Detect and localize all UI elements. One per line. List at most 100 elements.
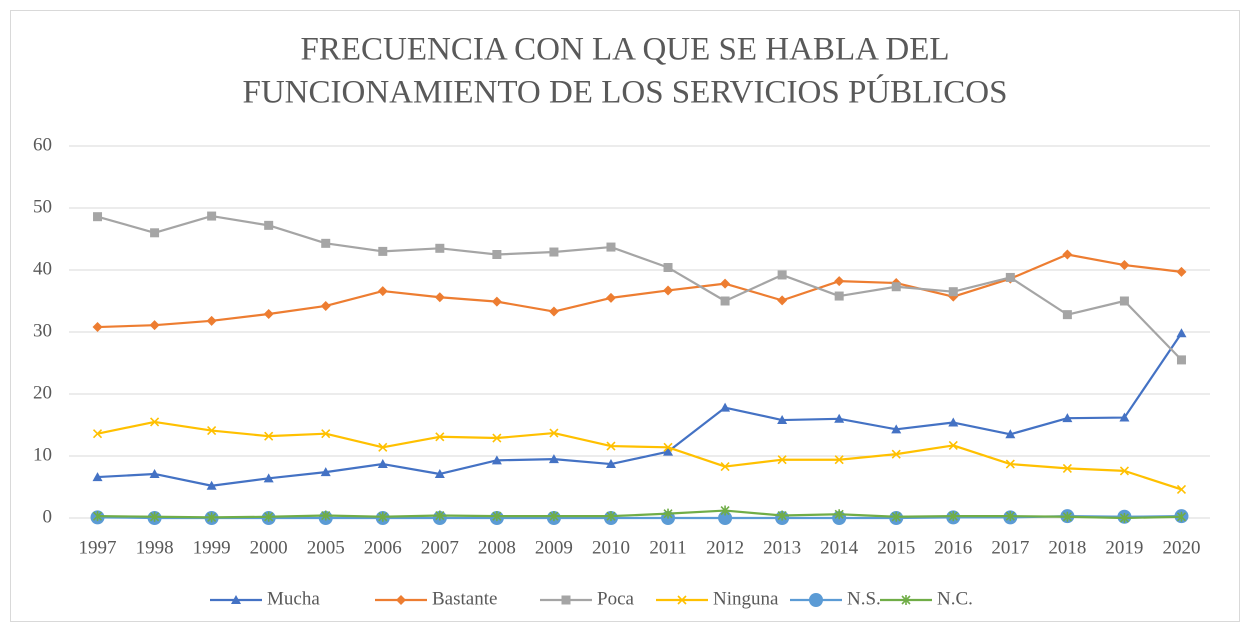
series-line [97, 253, 1182, 329]
legend-marker [561, 595, 571, 605]
data-point [321, 510, 331, 521]
data-point [605, 459, 616, 469]
data-point [891, 449, 901, 459]
x-tick-label: 2005 [307, 537, 345, 558]
legend-label: Bastante [432, 588, 497, 609]
data-point [1119, 296, 1129, 306]
series-line [97, 509, 1182, 520]
data-point [834, 291, 844, 301]
series-line [97, 515, 1182, 520]
data-point [777, 270, 787, 280]
data-point [777, 510, 787, 521]
data-point [93, 212, 103, 222]
data-point [548, 454, 559, 464]
data-point [948, 287, 958, 297]
data-point [263, 473, 274, 483]
data-point [1005, 459, 1015, 469]
legend-marker [809, 593, 823, 607]
data-point [264, 511, 274, 522]
data-point [720, 278, 731, 289]
data-point [377, 286, 388, 297]
series-line [97, 214, 1183, 361]
data-point [948, 511, 958, 522]
data-point [720, 296, 730, 306]
data-point [663, 446, 674, 456]
x-tick-label: 2006 [364, 537, 402, 558]
data-point [549, 428, 559, 438]
data-point [1005, 272, 1015, 282]
data-point [435, 243, 445, 253]
data-point [663, 263, 673, 273]
data-point [834, 509, 844, 520]
data-point [606, 441, 616, 451]
data-point [377, 459, 388, 469]
data-point [1005, 511, 1015, 522]
data-point [207, 512, 217, 523]
data-point [948, 440, 958, 451]
x-tick-label: 1998 [136, 537, 174, 558]
data-point [491, 455, 502, 465]
y-tick-label: 50 [33, 196, 52, 217]
x-tick-label: 2009 [535, 537, 573, 558]
x-tick-label: 2019 [1105, 537, 1143, 558]
legend-marker [396, 595, 406, 605]
x-tick-label: 2016 [934, 537, 972, 558]
data-point [720, 461, 730, 472]
data-point [777, 455, 787, 465]
data-point [207, 211, 217, 221]
data-point [606, 511, 616, 522]
data-point [492, 433, 502, 443]
data-point [777, 415, 788, 425]
data-point [663, 285, 674, 296]
legend-label: N.S. [847, 588, 881, 609]
data-point [263, 309, 274, 320]
data-point [320, 300, 331, 311]
y-tick-label: 0 [43, 506, 53, 527]
data-point [891, 511, 901, 522]
x-tick-label: 2000 [250, 537, 288, 558]
data-point [1119, 513, 1129, 523]
data-point [320, 467, 331, 477]
x-tick-label: 2015 [877, 537, 915, 558]
x-tick-label: 1999 [193, 537, 231, 558]
data-point [1005, 429, 1016, 439]
x-tick-label: 2008 [478, 537, 516, 558]
y-tick-label: 30 [33, 320, 52, 341]
data-point [1062, 413, 1073, 423]
data-point [1176, 266, 1187, 277]
x-tick-label: 2013 [763, 537, 801, 558]
legend-label: Ninguna [713, 588, 779, 609]
data-point [834, 455, 844, 465]
data-point [491, 296, 502, 307]
data-point [834, 413, 845, 423]
data-point [720, 402, 731, 412]
data-point [663, 508, 673, 519]
data-point [150, 417, 160, 427]
data-point [1176, 511, 1187, 522]
data-point [206, 315, 217, 326]
legend-marker [677, 595, 687, 605]
x-tick-label: 2010 [592, 537, 630, 558]
data-point [207, 426, 217, 436]
data-point [264, 431, 274, 441]
data-point [605, 292, 616, 303]
legend-label: Mucha [267, 588, 320, 609]
data-point [1119, 466, 1129, 476]
data-point [150, 228, 160, 238]
data-point [777, 295, 788, 306]
chart-title: FUNCIONAMIENTO DE LOS SERVICIOS PÚBLICOS [243, 73, 1008, 111]
y-tick-label: 20 [33, 382, 52, 403]
x-tick-label: 2007 [421, 537, 459, 558]
data-point [1062, 249, 1073, 260]
data-point [378, 442, 388, 452]
data-point [834, 276, 845, 287]
data-point [1062, 511, 1072, 522]
data-point [891, 424, 902, 434]
data-point [720, 505, 730, 516]
data-point [378, 511, 388, 522]
data-point [435, 510, 445, 521]
data-point [92, 472, 103, 482]
data-point [378, 246, 388, 256]
legend-label: N.C. [937, 588, 973, 609]
